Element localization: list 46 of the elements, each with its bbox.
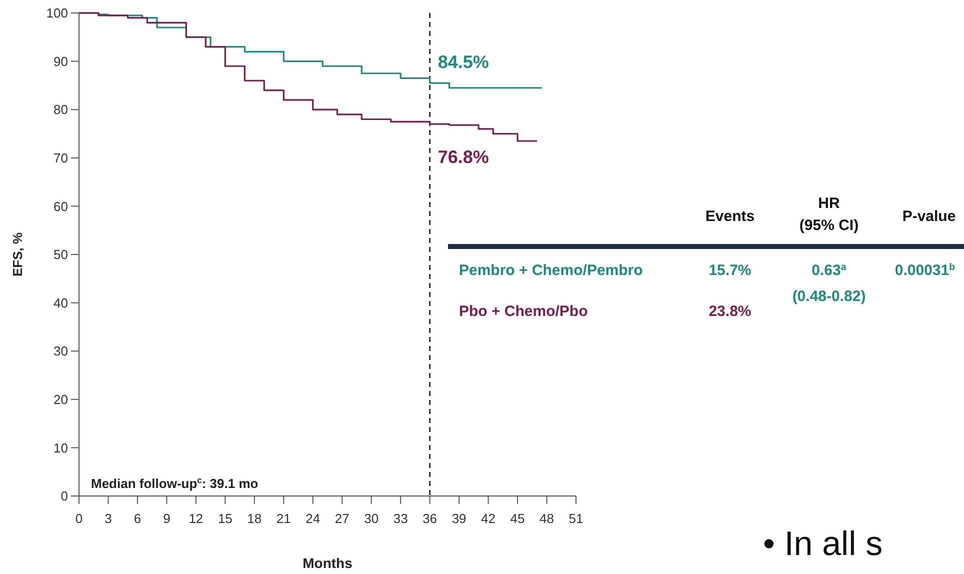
x-tick-label: 36 — [422, 511, 438, 526]
x-tick-label: 27 — [334, 511, 350, 526]
text: Events — [705, 208, 755, 225]
y-tick-label: 10 — [54, 440, 68, 456]
text: 0.63$^{a}$ — [812, 262, 847, 279]
x-tick-label: 9 — [163, 511, 170, 526]
x-tick-label: 12 — [188, 511, 204, 526]
x-tick-label: 6 — [134, 511, 142, 526]
x-tick-label: 3 — [104, 511, 112, 526]
y-tick-label: 20 — [54, 392, 68, 407]
y-axis-title: EFS, % — [10, 232, 25, 277]
x-tick-label: 33 — [393, 511, 408, 526]
text: • In all s — [763, 525, 883, 563]
x-tick-label: 0 — [75, 511, 83, 526]
text: Pembro + Chemo/Pembro — [459, 262, 643, 279]
text: (0.48-0.82) — [792, 288, 866, 305]
text: Pbo + Chemo/Pbo — [459, 303, 588, 320]
text: 0.00031$^{b}$ — [894, 262, 956, 279]
y-tick-label: 70 — [54, 150, 68, 166]
y-tick-label: 90 — [54, 54, 68, 69]
x-tick-label: 24 — [306, 511, 320, 526]
x-tick-label: 18 — [247, 511, 262, 526]
text: HR — [818, 195, 840, 212]
x-tick-label: 39 — [452, 511, 466, 526]
x-tick-label: 48 — [540, 511, 554, 526]
x-axis-title: Months — [302, 555, 353, 571]
text: P-value — [902, 208, 956, 225]
x-tick-label: 21 — [276, 511, 291, 526]
y-tick-label: 30 — [54, 344, 68, 359]
y-tick-label: 0 — [60, 488, 68, 504]
text: (95% CI) — [799, 217, 859, 234]
x-tick-label: 30 — [364, 511, 379, 526]
x-tick-label: 42 — [481, 511, 496, 526]
annotation: 76.8% — [438, 147, 489, 168]
y-tick-label: 100 — [46, 6, 68, 21]
y-tick-label: 80 — [54, 102, 68, 118]
text: 15.7% — [708, 262, 752, 279]
annotation: Median follow-up$^{c}$: 39.1 mo — [91, 475, 258, 491]
x-tick-label: 45 — [510, 511, 525, 526]
annotation: 84.5% — [438, 52, 489, 72]
y-tick-label: 60 — [54, 198, 68, 214]
x-tick-label: 51 — [568, 511, 584, 526]
x-tick-label: 15 — [218, 511, 232, 526]
text: 23.8% — [708, 303, 752, 320]
y-tick-label: 40 — [54, 295, 68, 310]
y-tick-label: 50 — [54, 247, 68, 262]
